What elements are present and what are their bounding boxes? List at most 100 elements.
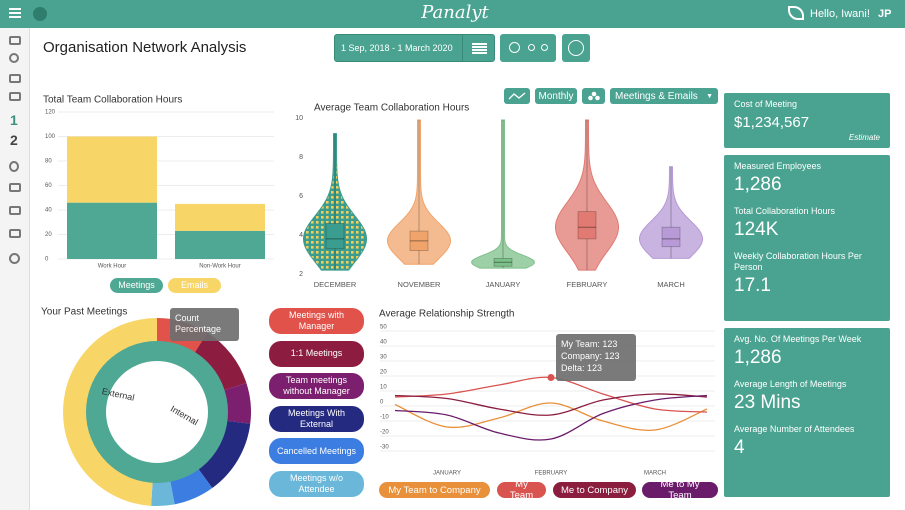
nav-icon[interactable]	[9, 92, 21, 101]
x-tick-label: JANUARY	[486, 280, 521, 289]
nav-item[interactable]: 2	[10, 132, 18, 148]
bar	[67, 202, 157, 259]
sidebar: 1 2	[0, 28, 30, 510]
greeting: Hello, Iwani!	[810, 8, 870, 20]
y-tick-label: 6	[299, 193, 303, 200]
line	[394, 376, 708, 413]
chart-type-button[interactable]	[504, 88, 530, 104]
y-tick-label: 10	[380, 385, 387, 391]
nav-icon[interactable]	[9, 206, 21, 215]
legend-button[interactable]: My Team	[497, 479, 546, 501]
kpi-value: 1,286	[734, 174, 782, 195]
group-button[interactable]	[582, 88, 605, 104]
legend-button[interactable]: 1:1 Meetings	[269, 340, 364, 367]
y-tick-label: 120	[45, 110, 56, 116]
violin	[555, 119, 619, 271]
box	[409, 230, 429, 252]
legend-button[interactable]: Team meetings without Manager	[269, 373, 364, 399]
kpi-label: Total Collaboration Hours	[734, 206, 836, 216]
menu-button[interactable]	[9, 8, 21, 10]
y-tick-label: 80	[45, 159, 52, 165]
line	[394, 393, 708, 416]
y-tick-label: 0	[45, 257, 49, 263]
y-tick-label: -10	[380, 415, 389, 421]
donut-segment	[223, 382, 251, 424]
inner-ring	[86, 341, 228, 483]
bar	[175, 230, 265, 259]
nav-icon[interactable]	[9, 183, 21, 192]
list-icon	[472, 43, 487, 45]
nav-icon[interactable]	[9, 36, 21, 45]
kpi-label: Avg. No. Of Meetings Per Week	[734, 334, 862, 344]
kpi-label: Cost of Meeting	[734, 99, 798, 109]
x-tick-label: NOVEMBER	[398, 280, 442, 289]
metric-dropdown[interactable]: Meetings & Emails ▼	[610, 88, 718, 104]
x-tick-label: DECEMBER	[314, 280, 357, 289]
kpi-value: 23 Mins	[734, 392, 801, 413]
y-tick-label: -30	[380, 445, 389, 451]
date-picker[interactable]: 1 Sep, 2018 - 1 March 2020	[334, 34, 495, 62]
kpi-label: Average Length of Meetings	[734, 379, 847, 389]
legend-button[interactable]: Me to Company	[553, 482, 636, 498]
nav-icon[interactable]	[9, 161, 19, 172]
y-tick-label: 10	[295, 115, 303, 122]
y-tick-label: 0	[380, 400, 384, 406]
y-tick-label: 50	[380, 325, 387, 331]
kpi-value: 17.1	[734, 275, 771, 296]
user-initials[interactable]: JP	[878, 8, 892, 20]
kpi-value: 124K	[734, 219, 779, 240]
y-tick-label: 40	[45, 208, 52, 214]
legend-button[interactable]: Cancelled Meetings	[269, 438, 364, 464]
legend-button[interactable]: Meetings	[110, 278, 163, 293]
bar	[67, 136, 157, 203]
donut-segment	[63, 318, 157, 506]
x-tick-label: MARCH	[644, 471, 666, 477]
history-button[interactable]	[562, 34, 590, 62]
search-button[interactable]	[33, 7, 47, 21]
legend-button[interactable]: Meetings w/o Attendee	[269, 470, 364, 497]
view-toggle[interactable]	[500, 34, 556, 62]
kpi-note: Estimate	[848, 133, 880, 142]
donut-segment	[170, 468, 213, 505]
x-tick-label: MARCH	[657, 280, 685, 289]
chart-title: Your Past Meetings	[41, 307, 127, 318]
metric-label: Meetings & Emails	[615, 90, 698, 102]
box	[325, 222, 345, 250]
legend-button[interactable]: My Team to Company	[379, 482, 490, 498]
tooltip-line: Delta: 123	[561, 362, 603, 373]
header: Panalyt Hello, Iwani! JP	[0, 0, 905, 28]
bird-icon	[788, 6, 804, 20]
y-tick-label: -20	[380, 430, 389, 436]
nav-item[interactable]: 1	[10, 112, 18, 128]
line	[394, 402, 708, 432]
kpi-card: Avg. No. Of Meetings Per Week 1,286 Averag…	[724, 328, 890, 497]
kpi-label: Weekly Collaboration Hours Per Person	[734, 251, 862, 272]
legend-button[interactable]: Meetings with Manager	[269, 308, 364, 334]
y-tick-label: 20	[380, 370, 387, 376]
chart-title: Total Team Collaboration Hours	[43, 95, 182, 106]
nav-icon[interactable]	[9, 53, 19, 63]
y-tick-label: 40	[380, 340, 387, 346]
line-icon	[508, 92, 526, 100]
box	[661, 226, 681, 248]
violin	[387, 119, 451, 265]
nav-icon[interactable]	[9, 229, 21, 238]
legend-button[interactable]: Emails	[168, 278, 221, 293]
legend-button[interactable]: Meetings With External	[269, 405, 364, 432]
legend-button[interactable]: Me to My Team	[642, 479, 718, 501]
nav-icon[interactable]	[9, 74, 21, 83]
x-tick-label: FEBRUARY	[535, 471, 568, 477]
bar	[175, 203, 265, 231]
x-tick-label: Non-Work Hour	[199, 264, 241, 270]
dot-icon	[528, 44, 535, 51]
chart-title: Average Relationship Strength	[379, 309, 514, 320]
nav-icon[interactable]	[9, 253, 20, 264]
highlight-point	[547, 374, 555, 381]
tooltip: My Team: 123 Company: 123 Delta: 123	[556, 333, 636, 381]
kpi-card: Cost of Meeting $1,234,567 Estimate	[724, 93, 890, 148]
x-tick-label: FEBRUARY	[567, 280, 608, 289]
period-button[interactable]: Monthly	[535, 88, 577, 104]
ring-label: Internal	[169, 404, 200, 428]
kpi-value: 1,286	[734, 347, 782, 368]
kpi-label: Measured Employees	[734, 161, 822, 171]
